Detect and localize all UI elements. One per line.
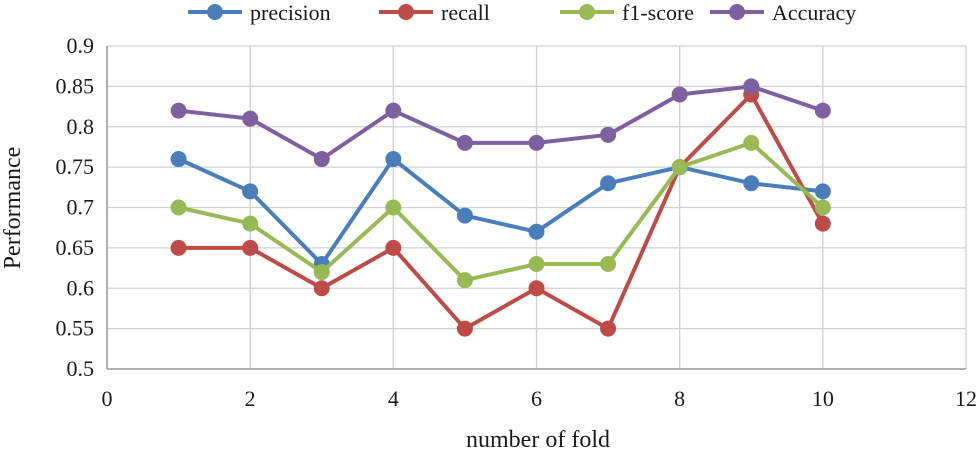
tick-labels: 0.5 0.55 0.6 0.65 0.7 0.75 0.8 0.85 0.9 0 2 4 6 8 10 12 — [56, 33, 978, 411]
data-point-precision — [242, 183, 259, 200]
x-tick-label: 8 — [674, 386, 685, 411]
series-line-precision — [176, 157, 825, 266]
legend-marker-recall — [398, 4, 414, 20]
data-point-accuracy — [671, 86, 688, 103]
data-point-recall — [170, 239, 187, 256]
data-point-accuracy — [600, 126, 617, 143]
y-axis-title: Performance — [0, 147, 26, 270]
data-point-precision — [528, 223, 545, 240]
data-point-f1-score — [600, 256, 617, 273]
y-tick-label: 0.75 — [56, 154, 95, 179]
x-tick-label: 12 — [955, 386, 977, 411]
data-point-f1-score — [170, 199, 187, 216]
y-tick-label: 0.55 — [56, 316, 95, 341]
data-point-accuracy — [313, 151, 330, 168]
data-point-f1-score — [313, 264, 330, 281]
x-tick-label: 0 — [102, 386, 113, 411]
data-point-precision — [456, 207, 473, 224]
x-tick-label: 4 — [388, 386, 399, 411]
data-point-f1-score — [528, 256, 545, 273]
legend-item-recall: recall — [379, 0, 490, 25]
data-point-recall — [814, 215, 831, 232]
data-series — [170, 78, 831, 337]
data-point-f1-score — [456, 272, 473, 289]
series-accuracy — [170, 78, 831, 168]
legend-marker-accuracy — [729, 4, 745, 20]
legend-item-precision: precision — [188, 0, 331, 25]
legend-marker-precision — [207, 4, 223, 20]
data-point-f1-score — [743, 134, 760, 151]
data-point-accuracy — [242, 110, 259, 127]
data-point-accuracy — [743, 78, 760, 95]
data-point-accuracy — [385, 102, 402, 119]
x-tick-label: 2 — [245, 386, 256, 411]
legend-item-f1-score: f1-score — [560, 0, 694, 25]
legend-label-f1-score: f1-score — [622, 0, 694, 25]
y-tick-label: 0.65 — [56, 235, 95, 260]
data-point-precision — [600, 175, 617, 192]
data-point-precision — [814, 183, 831, 200]
data-point-precision — [385, 151, 402, 168]
data-point-f1-score — [385, 199, 402, 216]
legend-label-accuracy: Accuracy — [772, 0, 856, 25]
data-point-accuracy — [170, 102, 187, 119]
y-tick-label: 0.85 — [56, 73, 95, 98]
y-tick-label: 0.6 — [67, 275, 95, 300]
legend-label-precision: precision — [250, 0, 331, 25]
series-line-accuracy — [176, 84, 825, 161]
data-point-recall — [456, 320, 473, 337]
legend-label-recall: recall — [441, 0, 490, 25]
series-f1-score — [170, 134, 831, 289]
data-point-f1-score — [671, 159, 688, 176]
y-tick-label: 0.7 — [67, 195, 95, 220]
data-point-precision — [170, 151, 187, 168]
data-point-recall — [600, 320, 617, 337]
legend: precision recall f1-score Accuracy — [188, 0, 856, 25]
grid-lines — [106, 45, 967, 370]
x-axis-title: number of fold — [466, 427, 610, 453]
y-tick-label: 0.8 — [67, 114, 95, 139]
data-point-accuracy — [528, 134, 545, 151]
legend-item-accuracy: Accuracy — [710, 0, 856, 25]
y-tick-label: 0.5 — [67, 356, 95, 381]
x-tick-label: 6 — [531, 386, 542, 411]
data-point-recall — [385, 239, 402, 256]
series-line-recall — [176, 92, 825, 331]
data-point-accuracy — [456, 134, 473, 151]
data-point-recall — [242, 239, 259, 256]
series-line-f1-score — [176, 140, 825, 283]
data-point-recall — [313, 280, 330, 297]
data-point-accuracy — [814, 102, 831, 119]
legend-marker-f1-score — [579, 4, 595, 20]
data-point-recall — [528, 280, 545, 297]
data-point-precision — [743, 175, 760, 192]
data-point-f1-score — [814, 199, 831, 216]
axes — [106, 46, 966, 370]
x-tick-label: 10 — [812, 386, 834, 411]
y-tick-label: 0.9 — [67, 33, 95, 58]
series-precision — [170, 151, 831, 273]
data-point-f1-score — [242, 215, 259, 232]
